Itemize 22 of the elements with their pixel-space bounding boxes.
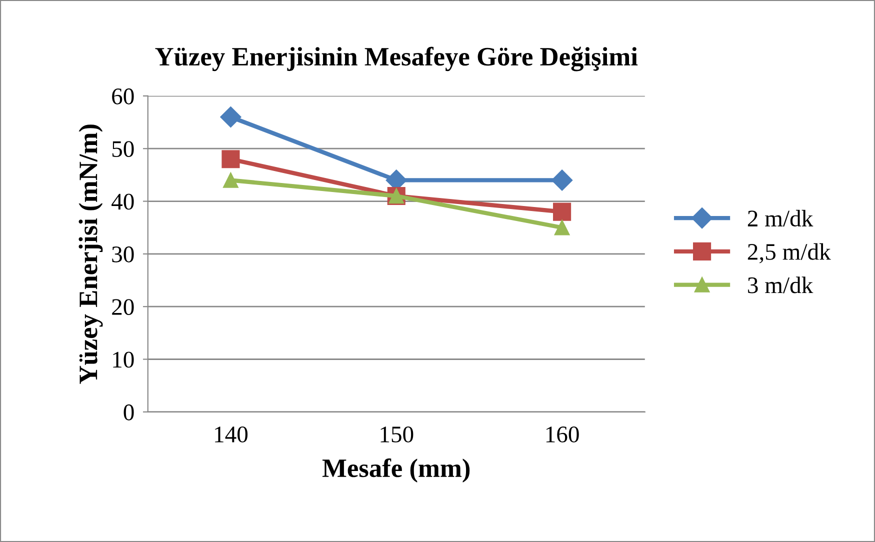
y-tick-label: 40: [112, 194, 134, 210]
y-tick-label: 0: [124, 404, 134, 420]
legend-label: 2 m/dk: [748, 210, 814, 227]
y-tick-label: 60: [112, 88, 134, 104]
y-tick-label: 10: [113, 352, 134, 368]
y-tick-label: 20: [112, 299, 134, 316]
x-tick-label: 150: [380, 426, 414, 442]
x-tick-label: 140: [215, 426, 248, 442]
point: [554, 220, 570, 236]
point: [223, 172, 238, 188]
y-axis-title: Yüzey Enerjisi (mN/m): [78, 124, 103, 384]
point: [553, 202, 572, 221]
y-tick-label: 50: [112, 141, 134, 158]
point: [220, 106, 242, 128]
x-tick-label: 160: [546, 426, 579, 442]
legend-label: 2,5 m/dk: [748, 243, 831, 264]
point: [222, 150, 240, 168]
point: [552, 170, 573, 191]
chart-title: Yüzey Enerjisinin Mesafeye Göre Değişimi: [155, 46, 638, 72]
x-axis-title: Mesafe (mm): [322, 458, 470, 483]
y-tick-label: 30: [112, 246, 134, 262]
legend-label: 3 m/dk: [748, 276, 814, 294]
